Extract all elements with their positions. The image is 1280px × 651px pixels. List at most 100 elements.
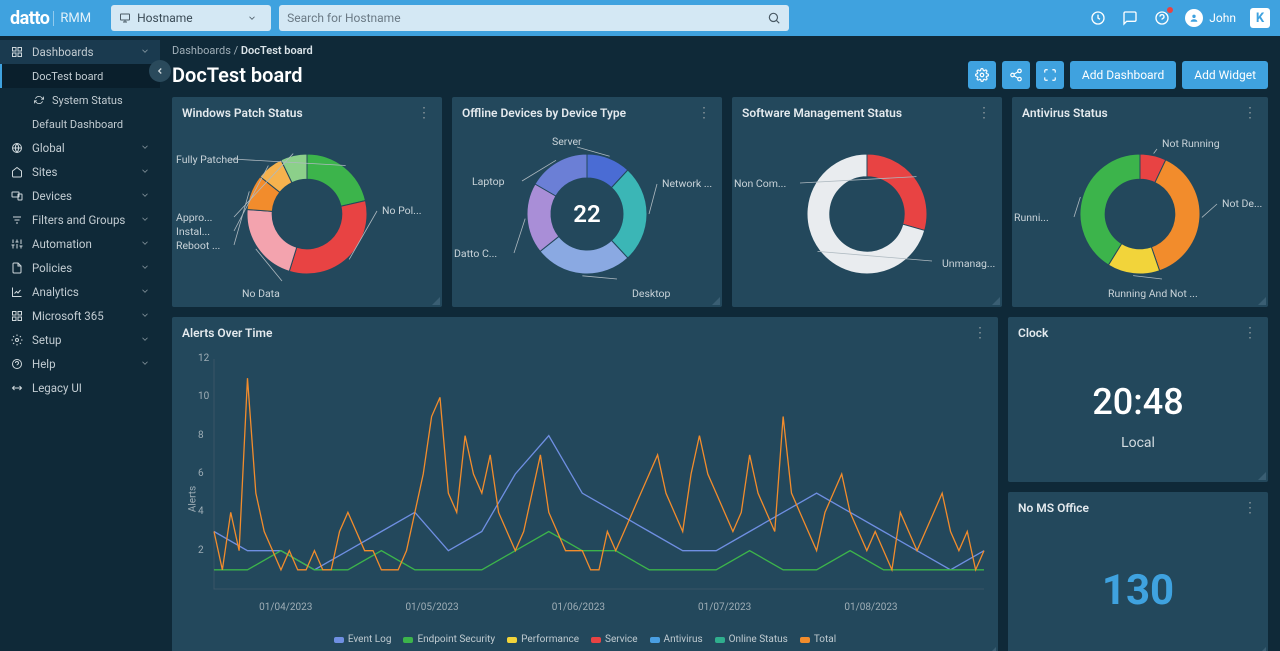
legend-item[interactable]: Event Log — [334, 634, 392, 645]
card-menu-icon[interactable]: ⋮ — [697, 105, 712, 121]
share-button[interactable] — [1002, 61, 1030, 89]
donut-label: Reboot ... — [176, 239, 220, 252]
sidebar-item-analytics[interactable]: Analytics — [0, 280, 160, 304]
donut-segment-1[interactable] — [611, 170, 647, 258]
y-tick: 4 — [198, 506, 204, 517]
fullscreen-button[interactable] — [1036, 61, 1064, 89]
donut-segment-0[interactable] — [867, 154, 927, 230]
sidebar-item-automation[interactable]: Automation — [0, 232, 160, 256]
donut-label: No Data — [242, 287, 280, 300]
legend-swatch — [403, 637, 413, 643]
donut-label: Appro... — [176, 211, 212, 224]
dashboard-icon — [10, 45, 24, 59]
breadcrumb: Dashboards / DocTest board — [172, 44, 1268, 57]
sidebar-item-legacy-ui[interactable]: Legacy UI — [0, 376, 160, 400]
donut-label: Server — [552, 135, 582, 148]
sidebar-item-policies[interactable]: Policies — [0, 256, 160, 280]
brand-sub: RMM — [53, 11, 91, 26]
add-dashboard-button[interactable]: Add Dashboard — [1070, 61, 1176, 89]
sidebar-item-help[interactable]: Help — [0, 352, 160, 376]
chat-icon[interactable] — [1121, 9, 1139, 27]
legend-item[interactable]: Antivirus — [650, 634, 703, 645]
chevron-down-icon — [140, 285, 150, 299]
y-tick: 8 — [198, 430, 204, 441]
card-menu-icon[interactable]: ⋮ — [973, 325, 988, 341]
y-tick: 12 — [198, 353, 209, 364]
resize-handle[interactable] — [1258, 472, 1266, 480]
search-input[interactable] — [287, 11, 781, 25]
card-menu-icon[interactable]: ⋮ — [977, 105, 992, 121]
donut-label: Runni... — [1014, 211, 1049, 224]
clock-icon[interactable] — [1089, 9, 1107, 27]
resize-handle[interactable] — [1258, 297, 1266, 305]
chevron-down-icon — [247, 13, 257, 23]
card-antivirus: Antivirus Status⋮ Not RunningNot De...Ru… — [1012, 97, 1268, 307]
sidebar-item-dashboards[interactable]: Dashboards — [0, 40, 160, 64]
legend-item[interactable]: Online Status — [715, 634, 788, 645]
breadcrumb-leaf: DocTest board — [241, 44, 313, 57]
sidebar-item-filters-and-groups[interactable]: Filters and Groups — [0, 208, 160, 232]
card-menu-icon[interactable]: ⋮ — [1243, 325, 1258, 341]
card-title: Antivirus Status — [1022, 106, 1108, 120]
donut-label: No Pol... — [382, 204, 422, 217]
filter-icon — [10, 213, 24, 227]
sidebar-item-default-dashboard[interactable]: Default Dashboard — [0, 112, 160, 136]
y-tick: 2 — [198, 545, 204, 556]
card-title: Software Management Status — [742, 106, 902, 120]
card-no-ms-office: No MS Office⋮ 130 — [1008, 492, 1268, 651]
legend-item[interactable]: Performance — [507, 634, 579, 645]
resize-handle[interactable] — [988, 647, 996, 651]
sidebar-item-doctest-board[interactable]: DocTest board — [0, 64, 160, 88]
resize-handle[interactable] — [1258, 647, 1266, 651]
refresh-icon — [32, 93, 46, 107]
donut-label: Desktop — [632, 287, 670, 300]
sidebar-item-sites[interactable]: Sites — [0, 160, 160, 184]
donut-segment-1[interactable] — [289, 201, 367, 274]
brand-logo: datto — [10, 8, 49, 29]
devices-icon — [10, 189, 24, 203]
sidebar-item-global[interactable]: Global — [0, 136, 160, 160]
legend-item[interactable]: Endpoint Security — [403, 634, 495, 645]
donut-segment-0[interactable] — [307, 154, 365, 206]
top-bar: datto RMM Hostname John K — [0, 0, 1280, 36]
chevron-down-icon — [140, 237, 150, 251]
search-box[interactable] — [279, 5, 789, 31]
card-menu-icon[interactable]: ⋮ — [1243, 500, 1258, 516]
search-icon[interactable] — [767, 11, 781, 25]
legend-item[interactable]: Service — [591, 634, 638, 645]
x-tick-label: 01/08/2023 — [844, 602, 897, 613]
y-axis-label: Alerts — [188, 486, 199, 512]
chevron-down-icon — [140, 141, 150, 155]
help-icon — [10, 357, 24, 371]
gear-icon — [10, 333, 24, 347]
chevron-down-icon — [140, 45, 150, 59]
resize-handle[interactable] — [992, 297, 1000, 305]
hostname-selector[interactable]: Hostname — [111, 5, 271, 31]
sidebar-item-devices[interactable]: Devices — [0, 184, 160, 208]
sidebar-collapse-button[interactable] — [149, 60, 171, 82]
legend-item[interactable]: Total — [800, 634, 836, 645]
sidebar-item-system-status[interactable]: System Status — [0, 88, 160, 112]
settings-button[interactable] — [968, 61, 996, 89]
main-content: Dashboards / DocTest board DocTest board… — [160, 36, 1280, 651]
card-software-mgmt: Software Management Status⋮ Non Com...Un… — [732, 97, 1002, 307]
user-menu[interactable]: John — [1185, 9, 1236, 27]
card-menu-icon[interactable]: ⋮ — [1243, 105, 1258, 121]
x-tick-label: 01/05/2023 — [405, 602, 458, 613]
donut-label: Not Running — [1162, 137, 1220, 150]
help-icon[interactable] — [1153, 9, 1171, 27]
breadcrumb-root[interactable]: Dashboards — [172, 44, 231, 57]
kaseya-badge-icon[interactable]: K — [1250, 8, 1270, 28]
legend-swatch — [800, 637, 810, 643]
donut-segment-2[interactable] — [247, 210, 297, 272]
resize-handle[interactable] — [712, 297, 720, 305]
sidebar-item-microsoft-365[interactable]: Microsoft 365 — [0, 304, 160, 328]
donut-label: Unmanag... — [942, 257, 995, 270]
card-menu-icon[interactable]: ⋮ — [417, 105, 432, 121]
donut-segment-1[interactable] — [1151, 160, 1200, 271]
resize-handle[interactable] — [432, 297, 440, 305]
legend-swatch — [650, 637, 660, 643]
add-widget-button[interactable]: Add Widget — [1182, 61, 1268, 89]
card-title: Alerts Over Time — [182, 326, 272, 340]
sidebar-item-setup[interactable]: Setup — [0, 328, 160, 352]
